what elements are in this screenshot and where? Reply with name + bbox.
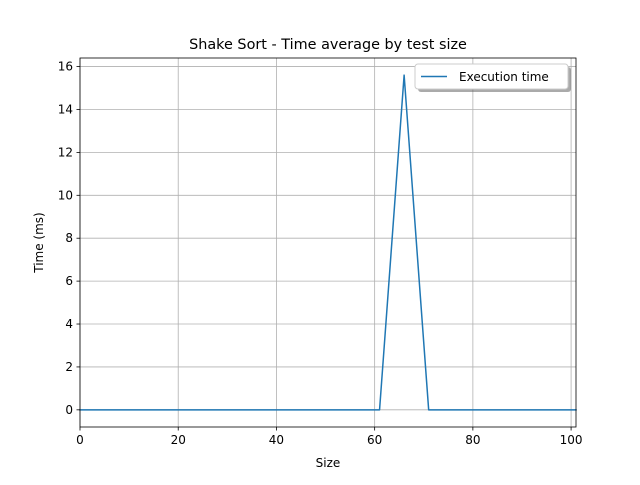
x-tick-label: 60 [367,433,382,447]
y-tick-label: 0 [65,403,73,417]
y-tick-label: 2 [65,360,73,374]
plot-frame [79,57,577,428]
axis-ticks: 0 20 40 60 80 100 0 2 4 6 8 10 12 14 16 [58,60,583,447]
x-axis-label: Size [316,456,341,470]
x-tick-label: 80 [465,433,480,447]
x-tick-label: 0 [76,433,84,447]
legend: Execution time [414,63,571,92]
x-tick-label: 100 [560,433,583,447]
y-tick-label: 6 [65,274,73,288]
chart-title: Shake Sort - Time average by test size [189,37,467,53]
y-tick-label: 4 [65,317,73,331]
x-tick-label: 40 [269,433,284,447]
legend-series-label: Execution time [459,70,549,84]
y-tick-label: 14 [58,102,73,116]
y-tick-label: 12 [58,145,73,159]
y-axis-label: Time (ms) [32,212,46,274]
y-tick-label: 16 [58,60,73,74]
y-tick-label: 10 [58,188,73,202]
grid-lines [79,58,576,427]
series-lines [79,74,577,411]
y-tick-label: 8 [65,231,73,245]
legend-box [414,63,569,90]
x-tick-label: 20 [171,433,186,447]
series-line-execution-time [79,74,577,411]
